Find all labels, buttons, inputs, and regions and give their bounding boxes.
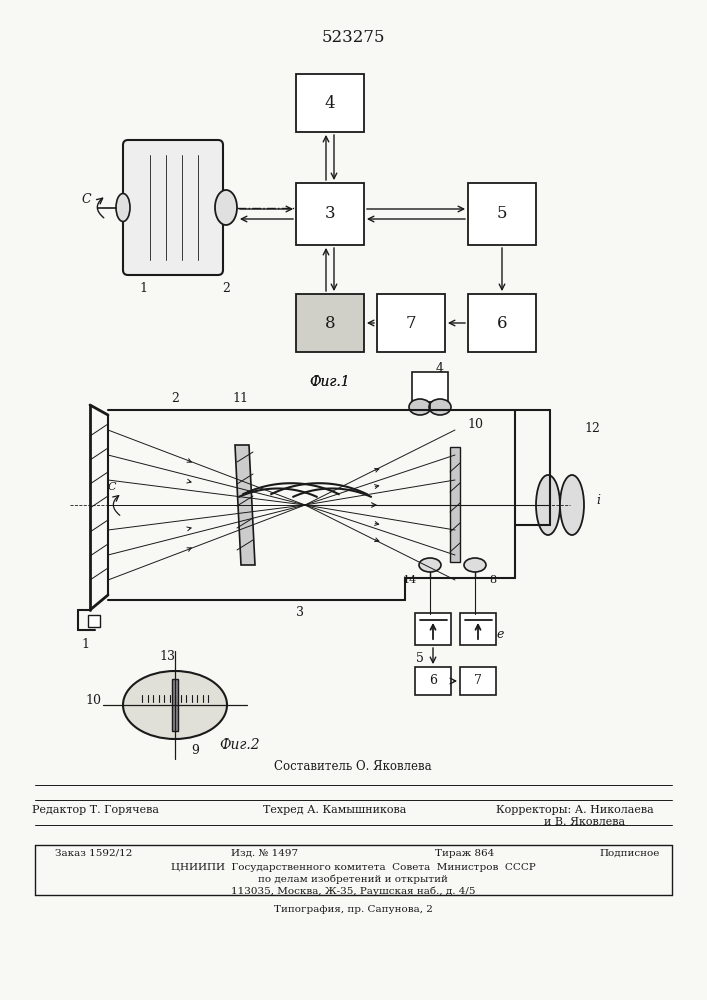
Text: ЦНИИПИ  Государственного комитета  Совета  Министров  СССР: ЦНИИПИ Государственного комитета Совета … xyxy=(170,863,535,872)
Bar xyxy=(88,615,100,627)
Text: 8: 8 xyxy=(325,314,335,332)
Ellipse shape xyxy=(419,558,441,572)
Text: 4: 4 xyxy=(436,361,444,374)
Text: 10: 10 xyxy=(85,694,101,706)
Text: по делам изобретений и открытий: по делам изобретений и открытий xyxy=(258,875,448,884)
Ellipse shape xyxy=(560,475,584,535)
Bar xyxy=(415,667,451,695)
Text: i: i xyxy=(596,493,600,506)
Text: 523275: 523275 xyxy=(321,28,385,45)
Bar xyxy=(172,679,178,731)
Ellipse shape xyxy=(429,399,451,415)
Bar xyxy=(468,183,536,245)
Bar xyxy=(377,294,445,352)
Text: Заказ 1592/12: Заказ 1592/12 xyxy=(55,849,132,858)
FancyBboxPatch shape xyxy=(123,140,223,275)
Text: Составитель О. Яковлева: Составитель О. Яковлева xyxy=(274,760,432,773)
Text: 6: 6 xyxy=(497,314,507,332)
Text: Техред А. Камышникова: Техред А. Камышникова xyxy=(263,805,407,815)
Text: 6: 6 xyxy=(429,674,437,688)
Text: 11: 11 xyxy=(232,391,248,404)
Text: Изд. № 1497: Изд. № 1497 xyxy=(231,849,298,858)
Text: 4: 4 xyxy=(325,95,335,111)
Polygon shape xyxy=(235,445,255,565)
Text: и В. Яковлева: и В. Яковлева xyxy=(544,817,626,827)
Text: Фиг.2: Фиг.2 xyxy=(220,738,260,752)
Text: C: C xyxy=(107,482,116,492)
Text: Фиг.1: Фиг.1 xyxy=(310,375,350,389)
Ellipse shape xyxy=(215,190,237,225)
Text: 7: 7 xyxy=(474,674,482,688)
Bar xyxy=(296,74,364,132)
Text: Тираж 864: Тираж 864 xyxy=(436,849,495,858)
Text: 5: 5 xyxy=(416,652,424,664)
Text: 14: 14 xyxy=(403,575,417,585)
Text: 1: 1 xyxy=(81,639,89,652)
Text: 3: 3 xyxy=(325,206,335,223)
Text: 1: 1 xyxy=(139,282,147,294)
Bar xyxy=(468,294,536,352)
Text: 3: 3 xyxy=(296,605,304,618)
Text: 113035, Москва, Ж-35, Раушская наб., д. 4/5: 113035, Москва, Ж-35, Раушская наб., д. … xyxy=(230,887,475,896)
Ellipse shape xyxy=(464,558,486,572)
Bar xyxy=(460,613,496,645)
Text: Типография, пр. Сапунова, 2: Типография, пр. Сапунова, 2 xyxy=(274,905,433,914)
Bar xyxy=(412,372,448,402)
Text: Редактор Т. Горячева: Редактор Т. Горячева xyxy=(32,805,158,815)
Bar xyxy=(296,294,364,352)
Text: 12: 12 xyxy=(584,422,600,434)
Text: 9: 9 xyxy=(191,744,199,758)
Text: e: e xyxy=(496,629,503,642)
Text: 13: 13 xyxy=(159,650,175,662)
Ellipse shape xyxy=(116,194,130,222)
Text: Подписное: Подписное xyxy=(600,849,660,858)
Text: 8: 8 xyxy=(489,575,496,585)
Text: C: C xyxy=(81,193,90,206)
Ellipse shape xyxy=(123,671,227,739)
Ellipse shape xyxy=(409,399,431,415)
Text: 10: 10 xyxy=(467,418,483,432)
Bar xyxy=(450,447,460,562)
Ellipse shape xyxy=(536,475,560,535)
Text: 2: 2 xyxy=(222,282,230,294)
Text: 2: 2 xyxy=(171,391,179,404)
Bar xyxy=(296,183,364,245)
Text: 5: 5 xyxy=(497,206,507,223)
Bar xyxy=(460,667,496,695)
Text: Фиг.1: Фиг.1 xyxy=(310,375,350,389)
Text: Корректоры: А. Николаева: Корректоры: А. Николаева xyxy=(496,805,654,815)
Bar xyxy=(415,613,451,645)
Text: 7: 7 xyxy=(406,314,416,332)
